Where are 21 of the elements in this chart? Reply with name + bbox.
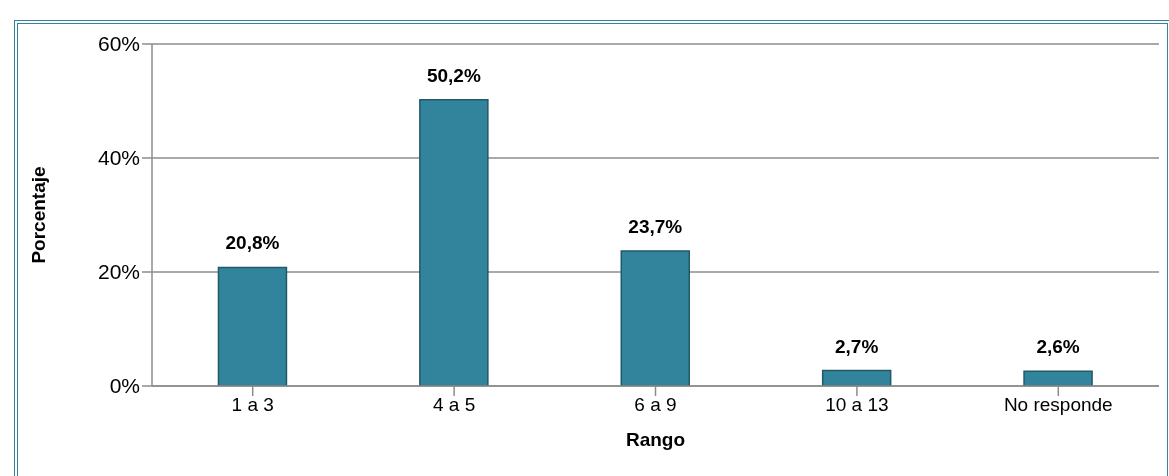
y-tick-label: 20%	[97, 260, 140, 284]
x-axis-title: Rango	[625, 429, 686, 450]
y-tick-label: 40%	[97, 146, 140, 170]
data-label: 23,7%	[628, 215, 683, 237]
x-tick-label: 6 a 9	[634, 394, 677, 416]
y-axis-title: Porcentaje	[27, 166, 49, 264]
data-label: 2,6%	[1036, 336, 1080, 358]
y-tick-label: 0%	[109, 374, 140, 398]
data-label: 2,7%	[835, 335, 879, 357]
x-tick-label: 10 a 13	[825, 394, 889, 416]
bar	[1023, 370, 1093, 386]
bar	[620, 250, 691, 386]
y-tick-label: 60%	[97, 32, 140, 56]
x-tick-label: No responde	[1003, 394, 1113, 416]
bar	[821, 369, 892, 386]
x-tick-label: 1 a 3	[231, 394, 274, 416]
x-tick-label: 4 a 5	[432, 394, 476, 416]
bar	[419, 99, 489, 386]
bar	[217, 266, 288, 386]
data-label: 20,8%	[225, 232, 280, 254]
data-label: 50,2%	[426, 64, 481, 86]
